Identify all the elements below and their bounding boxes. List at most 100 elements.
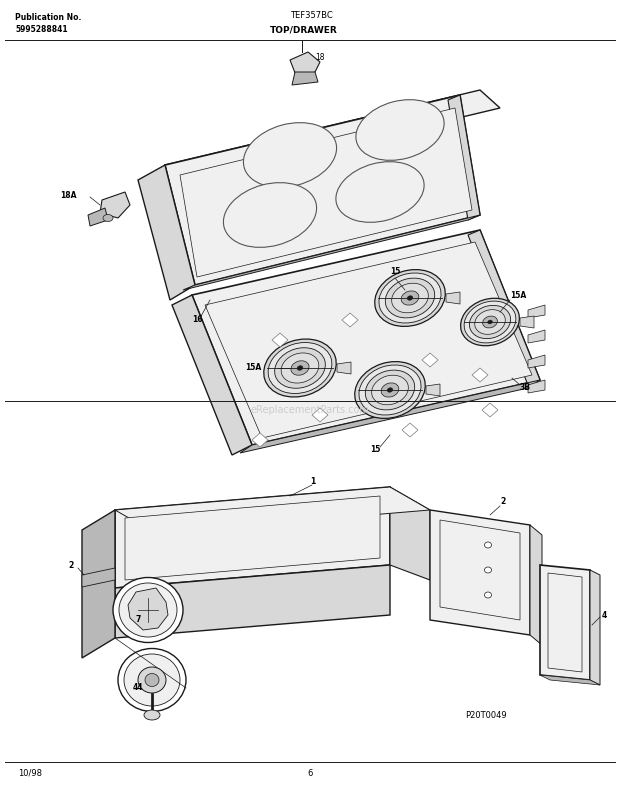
- Text: 2: 2: [68, 561, 73, 570]
- Text: 5995288841: 5995288841: [15, 25, 68, 33]
- Polygon shape: [342, 313, 358, 327]
- Ellipse shape: [475, 309, 505, 335]
- Polygon shape: [172, 295, 252, 455]
- Ellipse shape: [464, 301, 516, 343]
- Ellipse shape: [359, 365, 421, 415]
- Text: 6: 6: [308, 769, 312, 778]
- Polygon shape: [426, 384, 440, 396]
- Ellipse shape: [275, 348, 326, 388]
- Ellipse shape: [387, 388, 393, 392]
- Ellipse shape: [484, 542, 492, 548]
- Polygon shape: [590, 570, 600, 685]
- Polygon shape: [240, 380, 540, 453]
- Text: Publication No.: Publication No.: [15, 13, 81, 22]
- Polygon shape: [88, 208, 108, 226]
- Polygon shape: [540, 675, 600, 685]
- Polygon shape: [125, 496, 380, 580]
- Ellipse shape: [119, 583, 177, 637]
- Text: 10/98: 10/98: [18, 769, 42, 778]
- Ellipse shape: [461, 298, 520, 346]
- Ellipse shape: [103, 214, 113, 221]
- Ellipse shape: [297, 365, 303, 370]
- Ellipse shape: [268, 343, 332, 393]
- Polygon shape: [390, 487, 430, 580]
- Ellipse shape: [145, 673, 159, 687]
- Ellipse shape: [281, 353, 319, 383]
- Polygon shape: [82, 510, 115, 658]
- Ellipse shape: [264, 339, 336, 397]
- Ellipse shape: [138, 667, 166, 693]
- Ellipse shape: [118, 649, 186, 711]
- Polygon shape: [548, 573, 582, 672]
- Polygon shape: [446, 292, 460, 304]
- Text: P20T0049: P20T0049: [465, 710, 507, 720]
- Polygon shape: [528, 355, 545, 368]
- Polygon shape: [440, 520, 520, 620]
- Ellipse shape: [469, 305, 511, 339]
- Ellipse shape: [401, 291, 419, 305]
- Polygon shape: [528, 305, 545, 318]
- Polygon shape: [430, 510, 530, 635]
- Text: 18: 18: [315, 52, 324, 62]
- Polygon shape: [115, 487, 390, 588]
- Ellipse shape: [488, 320, 492, 324]
- Polygon shape: [472, 368, 488, 382]
- Polygon shape: [530, 525, 542, 645]
- Text: 3B: 3B: [520, 384, 531, 392]
- Text: TEF357BC: TEF357BC: [290, 12, 333, 21]
- Polygon shape: [165, 95, 480, 285]
- Polygon shape: [115, 565, 390, 638]
- Polygon shape: [82, 568, 115, 587]
- Polygon shape: [205, 242, 532, 438]
- Text: 15A: 15A: [510, 290, 526, 300]
- Polygon shape: [448, 95, 480, 220]
- Text: 7: 7: [135, 615, 141, 625]
- Polygon shape: [165, 90, 500, 183]
- Ellipse shape: [124, 654, 180, 706]
- Text: 16: 16: [192, 316, 203, 324]
- Text: 2: 2: [500, 498, 505, 506]
- Ellipse shape: [484, 567, 492, 573]
- Polygon shape: [128, 588, 168, 630]
- Ellipse shape: [144, 710, 160, 720]
- Text: 44: 44: [133, 683, 143, 692]
- Text: eReplacementParts.com: eReplacementParts.com: [250, 405, 370, 415]
- Ellipse shape: [355, 361, 425, 418]
- Polygon shape: [292, 72, 318, 85]
- Polygon shape: [138, 165, 195, 300]
- Ellipse shape: [371, 375, 409, 405]
- Ellipse shape: [244, 123, 337, 187]
- Text: 4: 4: [602, 611, 607, 619]
- Polygon shape: [272, 333, 288, 347]
- Ellipse shape: [336, 161, 424, 222]
- Polygon shape: [290, 52, 320, 78]
- Ellipse shape: [113, 577, 183, 642]
- Polygon shape: [115, 487, 430, 533]
- Ellipse shape: [379, 273, 441, 323]
- Polygon shape: [482, 403, 498, 417]
- Ellipse shape: [374, 270, 445, 327]
- Polygon shape: [528, 380, 545, 393]
- Polygon shape: [192, 230, 540, 445]
- Polygon shape: [100, 192, 130, 218]
- Ellipse shape: [392, 283, 428, 312]
- Ellipse shape: [381, 383, 399, 397]
- Polygon shape: [337, 362, 351, 374]
- Polygon shape: [402, 423, 418, 437]
- Ellipse shape: [356, 100, 444, 161]
- Text: 18A: 18A: [60, 191, 76, 199]
- Polygon shape: [422, 353, 438, 367]
- Ellipse shape: [291, 361, 309, 375]
- Text: 1: 1: [310, 478, 315, 486]
- Ellipse shape: [385, 278, 435, 318]
- Polygon shape: [520, 316, 534, 328]
- Text: 15A: 15A: [245, 364, 261, 373]
- Polygon shape: [180, 108, 472, 277]
- Text: 15: 15: [390, 267, 401, 277]
- Polygon shape: [312, 408, 328, 422]
- Polygon shape: [540, 565, 590, 680]
- Polygon shape: [183, 215, 480, 290]
- Ellipse shape: [482, 316, 497, 328]
- Ellipse shape: [484, 592, 492, 598]
- Text: 15: 15: [370, 445, 380, 455]
